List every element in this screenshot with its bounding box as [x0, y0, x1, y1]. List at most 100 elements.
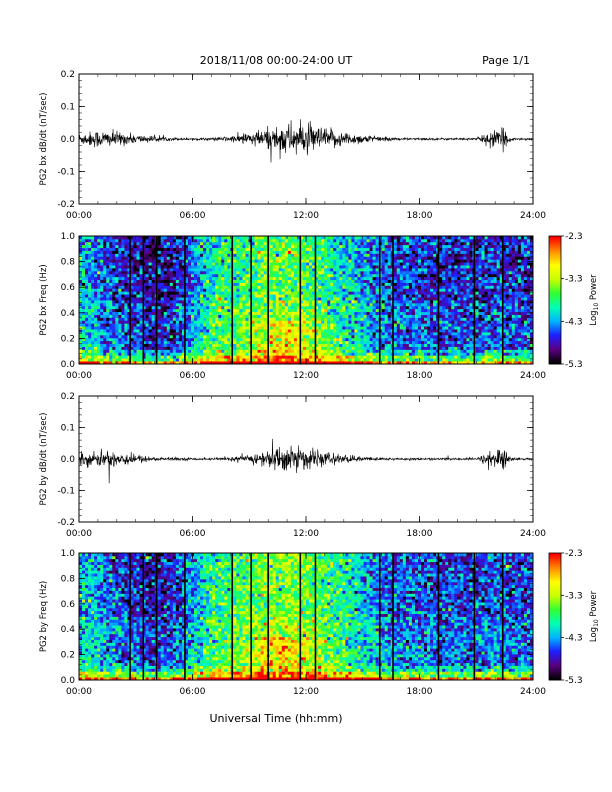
spectrogram-cell	[405, 361, 410, 365]
spectrogram-cell	[160, 268, 165, 272]
spectrogram-cell	[354, 279, 358, 283]
spectrogram-cell	[200, 355, 204, 359]
spectrogram-cell	[151, 297, 156, 301]
spectrogram-cell	[227, 300, 231, 304]
spectrogram-cell	[251, 250, 255, 254]
spectrogram-cell	[330, 259, 334, 263]
spectrogram-cell	[160, 305, 165, 310]
spectrogram-cell	[284, 238, 289, 243]
spectrogram-cell	[299, 340, 304, 345]
spectrogram-cell	[181, 256, 186, 260]
spectrogram-cell	[299, 236, 304, 240]
spectrogram-cell	[287, 268, 292, 272]
spectrogram-cell	[82, 238, 86, 243]
spectrogram-cell	[336, 256, 340, 260]
spectrogram-cell	[157, 262, 162, 266]
spectrogram-cell	[399, 291, 404, 295]
spectrogram-cell	[160, 273, 165, 278]
spectrogram-cell	[218, 250, 222, 254]
spectrogram-cell	[148, 238, 153, 243]
spectrogram-cell	[360, 256, 364, 260]
spectrogram-cell	[151, 346, 156, 350]
spectrogram-cell	[411, 282, 416, 286]
spectrogram-cell	[306, 285, 310, 289]
spectrogram-cell	[151, 317, 156, 321]
spectrogram-cell	[257, 300, 261, 304]
spectrogram-cell	[169, 317, 174, 321]
spectrogram-cell	[227, 265, 231, 269]
spectrogram-cell	[309, 259, 313, 263]
spectrogram-cell	[306, 320, 310, 324]
spectrogram-cell	[148, 340, 153, 345]
spectrogram-cell	[187, 259, 192, 263]
spectrogram-cell	[224, 288, 228, 292]
spectrogram-cell	[366, 294, 370, 298]
spectrogram-cell	[200, 244, 204, 249]
spectrogram-cell	[399, 305, 404, 310]
spectrogram-cell	[369, 358, 373, 362]
spectrogram-cell	[91, 282, 95, 286]
spectrogram-cell	[402, 247, 407, 251]
spectrogram-cell	[166, 326, 171, 330]
spectrogram-cell	[348, 256, 352, 260]
spectrogram-cell	[206, 332, 210, 336]
spectrogram-cell	[145, 236, 150, 240]
spectrogram-cell	[275, 241, 280, 246]
spectrogram-cell	[345, 340, 349, 345]
spectrogram-cell	[88, 285, 92, 289]
spectrogram-cell	[181, 323, 186, 327]
spectrogram-cell	[293, 334, 298, 339]
spectrogram-cell	[315, 291, 319, 295]
spectrogram-cell	[82, 253, 86, 257]
spectrogram-cell	[354, 294, 358, 298]
spectrogram-cell	[302, 276, 307, 281]
spectrogram-cell	[296, 285, 301, 289]
spectrogram-cell	[242, 256, 246, 260]
spectrogram-cell	[260, 326, 265, 330]
spectrogram-cell	[330, 236, 334, 240]
spectrogram-cell	[272, 253, 277, 257]
spectrogram-cell	[387, 332, 392, 336]
spectrogram-cell	[127, 320, 131, 324]
spectrogram-cell	[212, 294, 216, 298]
spectrogram-cell	[327, 308, 331, 313]
spectrogram-cell	[115, 253, 119, 257]
spectrogram-cell	[233, 361, 237, 365]
spectrogram-cell	[233, 340, 237, 345]
spectrogram-cell	[97, 302, 101, 307]
spectrogram-cell	[175, 332, 180, 336]
spectrogram-cell	[118, 358, 122, 362]
spectrogram-cell	[342, 294, 346, 298]
spectrogram-cell	[405, 276, 410, 281]
spectrogram-cell	[209, 349, 213, 353]
spectrogram-cell	[233, 265, 237, 269]
spectrogram-cell	[106, 250, 110, 254]
spectrogram-cell	[121, 250, 125, 254]
spectrogram-cell	[197, 244, 201, 249]
spectrogram-cell	[130, 282, 134, 286]
spectrogram-cell	[166, 314, 171, 318]
spectrogram-cell	[399, 279, 404, 283]
spectrogram-cell	[85, 329, 89, 333]
spectrogram-cell	[327, 317, 331, 321]
spectrogram-cell	[184, 320, 189, 324]
spectrogram-cell	[94, 276, 98, 281]
spectrogram-cell	[260, 291, 265, 295]
spectrogram-cell	[218, 297, 222, 301]
spectrogram-cell	[175, 256, 180, 260]
spectrogram-cell	[218, 340, 222, 345]
spectrogram-cell	[91, 256, 95, 260]
spectrogram-cell	[302, 326, 307, 330]
spectrogram-cell	[251, 332, 255, 336]
spectrogram-cell	[181, 285, 186, 289]
spectrogram-cell	[333, 320, 337, 324]
spectrogram-cell	[194, 320, 198, 324]
spectrogram-cell	[206, 279, 210, 283]
spectrogram-cell	[166, 300, 171, 304]
spectrogram-cell	[257, 291, 261, 295]
spectrogram-cell	[103, 343, 107, 347]
spectrogram-cell	[254, 326, 258, 330]
spectrogram-cell	[124, 314, 128, 318]
spectrogram-cell	[85, 276, 89, 281]
spectrogram-cell	[127, 279, 131, 283]
